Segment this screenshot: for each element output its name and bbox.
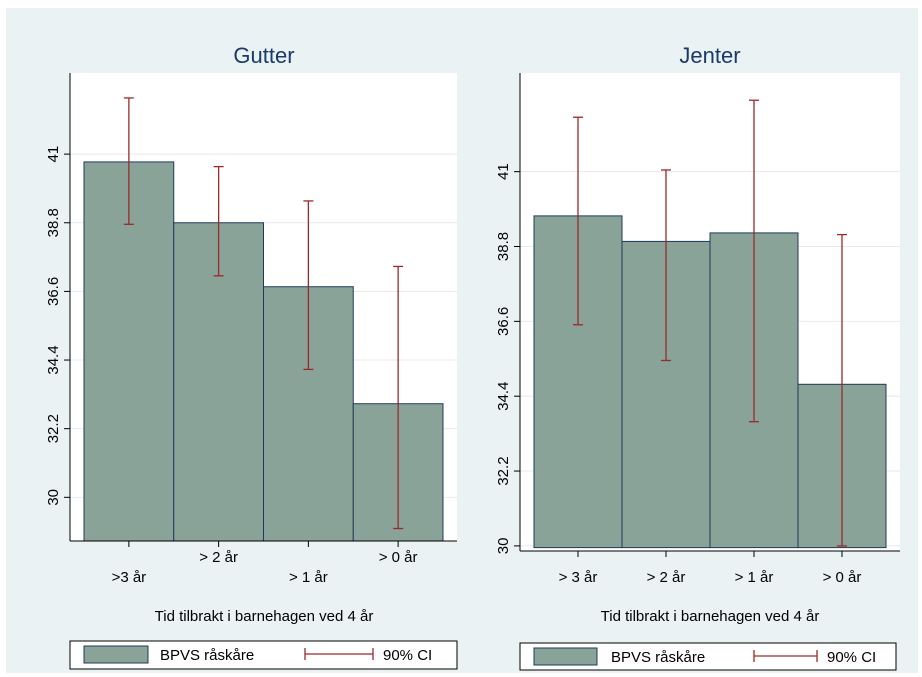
y-tick-label: 38.8	[495, 232, 512, 261]
ci-errorbar	[749, 99, 759, 423]
bar	[83, 161, 175, 542]
y-tick-label: 38.8	[45, 208, 62, 237]
ci-errorbar	[213, 165, 224, 277]
y-tick-label: 36.6	[45, 277, 62, 306]
x-axis-label: Tid tilbrakt i barnehagen ved 4 år	[155, 608, 374, 625]
legend-bar-swatch	[533, 647, 598, 666]
y-tick-label: 30	[45, 489, 62, 506]
panel-title: Gutter	[233, 43, 294, 68]
x-tick-label: > 2 år	[199, 549, 238, 566]
x-tick-label: >3 år	[112, 569, 147, 586]
ci-errorbar	[303, 200, 314, 371]
ci-errorbar	[661, 169, 671, 362]
y-tick-label: 30	[495, 538, 512, 555]
y-tick-label: 34.4	[495, 382, 512, 411]
legend-ci-label: 90% CI	[827, 649, 876, 666]
legend-bar-swatch	[83, 645, 149, 664]
x-tick-label: > 0 år	[379, 549, 418, 566]
legend-ci-swatch	[304, 648, 374, 660]
ci-errorbar	[837, 233, 847, 547]
x-tick-label: > 2 år	[647, 569, 686, 586]
legend-bar-label: BPVS råskåre	[160, 647, 254, 664]
panel-gutter: Gutter 30 32.2 34.4 36.6 38.8 41 >3 år > 2 år >…	[45, 43, 458, 670]
y-tick-label: 32.2	[495, 456, 512, 485]
y-tick-label: 34.4	[45, 345, 62, 374]
x-axis-label: Tid tilbrakt i barnehagen ved 4 år	[601, 608, 820, 625]
y-tick-label: 32.2	[45, 414, 62, 443]
y-tick-label: 41	[45, 146, 62, 163]
x-tick-label: > 1 år	[735, 569, 774, 586]
x-tick-label: > 3 år	[559, 569, 598, 586]
legend: BPVS råskåre 90% CI	[69, 640, 458, 670]
panel-jenter: Jenter 30 32.2 34.4 36.6 38.8 41 > 3 år > 2 år…	[495, 43, 900, 671]
x-tick-label: > 1 år	[289, 569, 328, 586]
ci-errorbar	[393, 265, 404, 530]
legend-ci-label: 90% CI	[383, 647, 432, 664]
y-tick-label: 36.6	[495, 307, 512, 336]
x-tick-label: > 0 år	[823, 569, 862, 586]
panel-title: Jenter	[679, 43, 740, 68]
legend-ci-swatch	[753, 650, 818, 662]
legend: BPVS råskåre 90% CI	[519, 642, 897, 671]
legend-bar-label: BPVS råskåre	[611, 649, 705, 666]
ci-errorbar	[573, 116, 583, 326]
ci-errorbar	[123, 97, 134, 225]
y-tick-label: 41	[495, 163, 512, 180]
